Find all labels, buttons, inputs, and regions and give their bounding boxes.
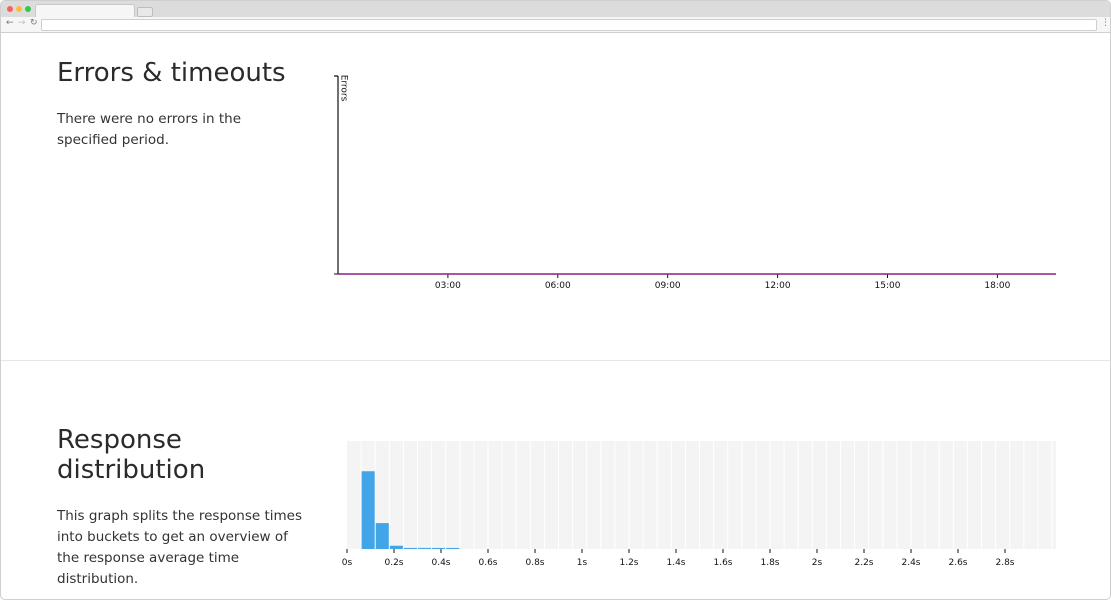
x-tick-label: 0s <box>342 558 353 568</box>
x-tick-label: 12:00 <box>765 281 791 291</box>
x-tick-label: 2.8s <box>995 558 1014 568</box>
section-title: Errors & timeouts <box>57 58 286 88</box>
x-tick-label: 18:00 <box>984 281 1010 291</box>
browser-tab[interactable] <box>35 4 135 18</box>
reload-button[interactable]: ↻ <box>30 18 38 28</box>
close-button[interactable] <box>7 6 13 12</box>
x-tick-label: 15:00 <box>875 281 901 291</box>
x-tick-label: 1.6s <box>713 558 732 568</box>
section-title: Response distribution <box>57 425 206 485</box>
minimize-button[interactable] <box>16 6 22 12</box>
menu-button[interactable]: ⋮ <box>1101 18 1110 28</box>
new-tab-button[interactable] <box>137 7 153 17</box>
forward-button[interactable]: → <box>18 18 26 28</box>
x-tick-label: 0.4s <box>431 558 450 568</box>
toolbar: ← → ↻ ⋮ <box>1 17 1110 33</box>
x-tick-label: 03:00 <box>435 281 461 291</box>
histogram-bar <box>432 547 446 549</box>
histogram-bar <box>389 545 403 549</box>
histogram-bar <box>403 547 417 549</box>
address-bar[interactable] <box>41 19 1097 31</box>
x-tick-label: 1.4s <box>666 558 685 568</box>
histogram-bar <box>446 547 460 549</box>
x-tick-label: 06:00 <box>545 281 571 291</box>
x-tick-label: 09:00 <box>655 281 681 291</box>
x-tick-label: 2.6s <box>948 558 967 568</box>
histogram-bar <box>361 471 375 549</box>
x-tick-label: 1s <box>577 558 588 568</box>
x-tick-label: 2.4s <box>901 558 920 568</box>
tab-strip <box>1 1 1110 18</box>
x-tick-label: 1.2s <box>619 558 638 568</box>
y-axis-label: Errors <box>339 75 349 102</box>
section-divider <box>1 360 1110 361</box>
x-tick-label: 0.2s <box>384 558 403 568</box>
x-tick-label: 1.8s <box>760 558 779 568</box>
plot-background <box>347 441 1056 549</box>
x-tick-label: 2.2s <box>854 558 873 568</box>
histogram-bar <box>375 523 389 549</box>
x-tick-label: 2s <box>812 558 823 568</box>
section-description: There were no errors in the specified pe… <box>57 111 242 148</box>
histogram-bar <box>418 547 432 549</box>
back-button[interactable]: ← <box>6 18 14 28</box>
x-tick-label: 0.8s <box>525 558 544 568</box>
x-tick-label: 0.6s <box>478 558 497 568</box>
maximize-button[interactable] <box>25 6 31 12</box>
section-description: This graph splits the response times int… <box>57 508 302 587</box>
